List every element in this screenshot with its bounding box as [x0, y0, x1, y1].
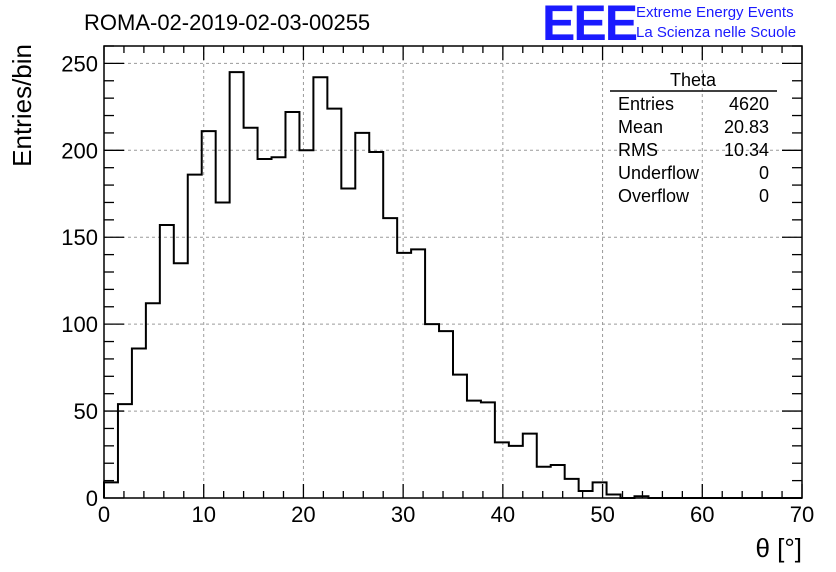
y-tick-label: 150 — [61, 225, 98, 250]
x-axis-title: θ [°] — [755, 533, 802, 563]
chart-title: ROMA-02-2019-02-03-00255 — [84, 10, 371, 35]
stats-label: Overflow — [618, 186, 690, 206]
logo-text-line1: Extreme Energy Events — [636, 4, 794, 21]
y-tick-label: 50 — [74, 399, 98, 424]
x-tick-label: 30 — [391, 502, 415, 527]
stats-label: RMS — [618, 140, 658, 160]
x-tick-label: 10 — [191, 502, 215, 527]
y-axis-title: Entries/bin — [7, 44, 37, 167]
y-tick-label: 0 — [86, 486, 98, 511]
x-tick-labels: 0 10 20 30 40 50 60 70 — [98, 502, 814, 527]
grid-lines — [104, 46, 802, 498]
stats-value: 0 — [759, 186, 769, 206]
stats-value: 10.34 — [724, 140, 769, 160]
stats-value: 4620 — [729, 94, 769, 114]
x-tick-label: 70 — [790, 502, 814, 527]
x-tick-label: 20 — [291, 502, 315, 527]
histogram-line — [103, 71, 802, 499]
x-tick-label: 50 — [590, 502, 614, 527]
stats-label: Underflow — [618, 163, 700, 183]
y-tick-label: 200 — [61, 138, 98, 163]
y-tick-label: 250 — [61, 51, 98, 76]
x-tick-label: 40 — [491, 502, 515, 527]
stats-label: Mean — [618, 117, 663, 137]
stats-rows: Entries 4620 Mean 20.83 RMS 10.34 Underflow 0 Ov… — [618, 94, 769, 206]
axis-ticks — [103, 45, 803, 499]
stats-label: Entries — [618, 94, 674, 114]
y-tick-labels: 0 50 100 150 200 250 — [61, 51, 98, 511]
stats-value: 0 — [759, 163, 769, 183]
x-tick-label: 0 — [98, 502, 110, 527]
plot-frame — [103, 45, 803, 499]
x-tick-label: 60 — [690, 502, 714, 527]
stats-box: Theta Entries 4620 Mean 20.83 RMS 10.34 Underf… — [610, 70, 777, 206]
stats-value: 20.83 — [724, 117, 769, 137]
eee-logo: EEE — [542, 0, 638, 51]
stats-title: Theta — [670, 70, 717, 90]
y-tick-label: 100 — [61, 312, 98, 337]
logo-text-line2: La Scienza nelle Scuole — [636, 24, 797, 41]
